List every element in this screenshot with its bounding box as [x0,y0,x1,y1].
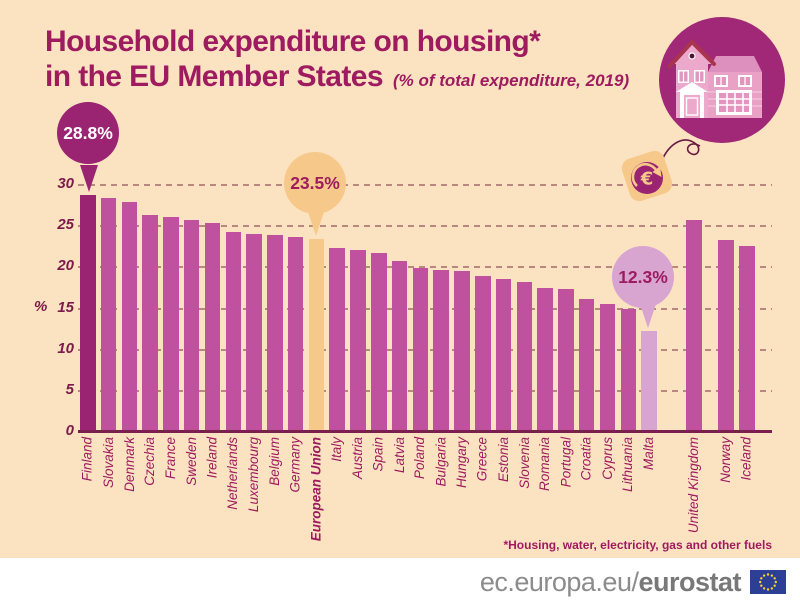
x-label-estonia: Estonia [495,437,511,483]
x-label-european-union: European Union [308,437,324,542]
bar-cyprus [599,304,616,432]
bar-european-union [308,238,325,432]
house-icon [659,17,785,143]
bar-belgium [267,235,283,432]
bar-czechia [142,215,158,432]
x-label-greece: Greece [474,437,490,482]
y-axis-unit-label: % [34,298,48,315]
footnote: *Housing, water, electricity, gas and ot… [503,538,772,552]
x-label-croatia: Croatia [578,437,594,481]
bar-ireland [204,222,221,432]
bar-slovakia [100,198,117,432]
bar-bulgaria [433,269,449,432]
x-label-france: France [162,437,178,480]
bar-poland [412,268,429,432]
x-label-romania: Romania [537,437,553,492]
bar-portugal [558,288,574,432]
gridline-25 [78,225,772,228]
title-subtitle: (% of total expenditure, 2019) [392,71,630,90]
bar-denmark [121,202,138,432]
x-label-germany: Germany [287,437,303,493]
bar-austria [350,250,366,432]
gridline-20 [78,266,772,269]
url-eurostat: eurostat [638,566,741,597]
x-label-portugal: Portugal [557,437,573,488]
y-tick-20: 20 [57,257,74,275]
x-label-luxembourg: Luxembourg [246,437,262,513]
x-label-united-kingdom: United Kingdom [686,437,701,534]
bubble-value-label: 28.8% [57,102,119,164]
x-label-spain: Spain [370,437,386,472]
bubble-tail [80,164,98,192]
footer-bar: ec.europa.eu/eurostat [0,558,800,606]
x-label-czechia: Czechia [142,437,158,486]
x-label-austria: Austria [350,437,366,480]
bar-greece [475,276,491,432]
x-label-lithuania: Lithuania [620,437,636,492]
x-label-belgium: Belgium [266,437,282,486]
y-tick-0: 0 [65,422,74,439]
bubble-value-label: 23.5% [284,152,346,214]
bar-germany [287,236,304,432]
bar-sweden [183,219,200,432]
x-label-hungary: Hungary [453,437,469,489]
bar-luxembourg [246,233,262,432]
price-tag-euro-icon: € [621,139,701,202]
x-label-italy: Italy [329,437,345,462]
x-label-ireland: Ireland [204,437,220,479]
svg-text:€: € [640,169,654,190]
x-label-finland: Finland [79,437,95,482]
url-prefix: ec.europa.eu/ [479,566,639,597]
x-label-slovenia: Slovenia [516,437,532,489]
y-tick-30: 30 [57,175,74,192]
y-tick-25: 25 [57,216,74,234]
x-label-iceland: Iceland [739,437,754,481]
bubble-value-label: 12.3% [612,246,674,308]
y-tick-5: 5 [65,380,74,398]
y-tick-10: 10 [57,339,74,357]
x-label-bulgaria: Bulgaria [433,437,449,487]
bubble-tail [307,208,325,236]
title-line1: Household expenditure on housing* [45,25,541,58]
bar-iceland [739,245,755,432]
bar-netherlands [225,231,242,432]
bar-estonia [495,278,512,432]
bar-united-kingdom [686,219,702,432]
bar-romania [537,287,553,432]
title-line2: in the EU Member States (% of total expen… [45,60,630,93]
x-label-sweden: Sweden [183,437,199,486]
x-label-poland: Poland [412,437,428,480]
bar-slovenia [516,282,533,432]
house-illustration: € [621,17,785,202]
page-title: Household expenditure on housing* in the… [45,24,629,98]
x-label-norway: Norway [718,437,733,483]
x-label-netherlands: Netherlands [225,437,241,510]
x-label-malta: Malta [641,437,657,471]
bar-finland [80,194,96,432]
bar-spain [371,252,387,432]
x-label-latvia: Latvia [391,437,407,474]
bar-italy [329,247,345,432]
bar-france [163,217,179,432]
y-tick-15: 15 [57,298,74,316]
eurostat-url: ec.europa.eu/eurostat [479,566,742,598]
bar-malta [641,330,657,432]
bar-lithuania [620,309,637,432]
x-axis-line [78,430,772,433]
x-label-cyprus: Cyprus [599,437,615,480]
bar-hungary [454,271,470,432]
x-label-slovakia: Slovakia [100,437,116,489]
bar-croatia [578,299,595,432]
gridline-30 [78,184,772,186]
eu-flag-icon [750,570,786,594]
bar-latvia [391,260,408,432]
x-label-denmark: Denmark [121,437,137,492]
bar-norway [718,240,734,432]
